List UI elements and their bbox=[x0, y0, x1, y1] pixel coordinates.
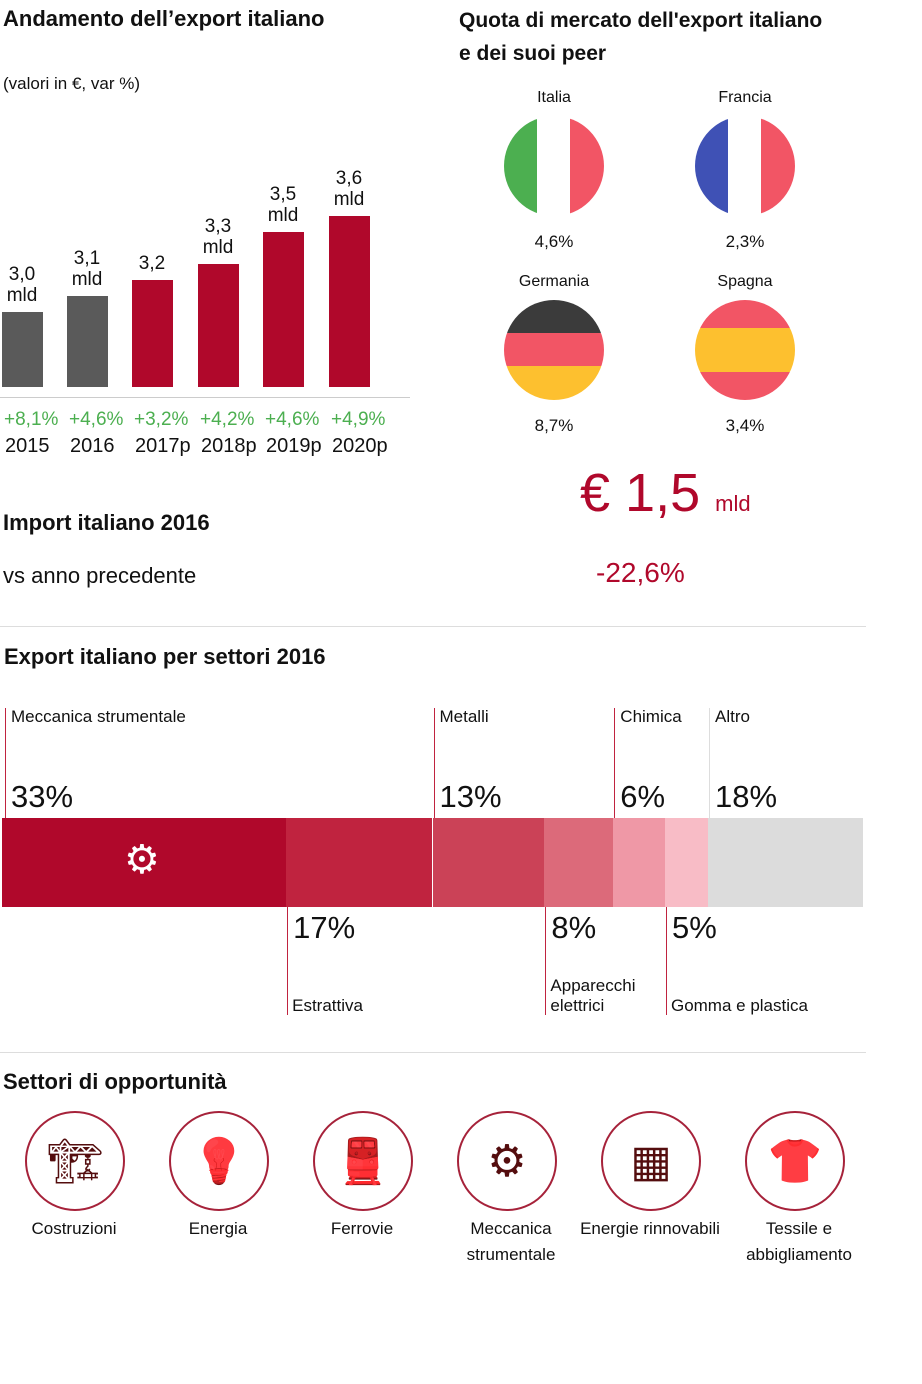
market-share-title: Quota di mercato dell'export italiano e … bbox=[459, 9, 823, 65]
year-label: 2016 bbox=[70, 435, 115, 457]
segment-name: Altro bbox=[715, 707, 750, 726]
bar-value-label: 3,3 mld bbox=[202, 215, 234, 258]
divider bbox=[0, 626, 866, 627]
bar-2016 bbox=[67, 295, 108, 387]
opportunity-0: 🏗 bbox=[25, 1111, 125, 1211]
segment-name: Metalli bbox=[439, 707, 489, 726]
import-title: Import italiano 2016 bbox=[3, 510, 210, 535]
sectors-title: Export italiano per settori 2016 bbox=[4, 644, 326, 669]
leader-line bbox=[545, 907, 547, 1015]
bar-2018p bbox=[198, 263, 239, 387]
bar-value-label: 3,1 mld bbox=[71, 247, 103, 290]
growth-label: +4,9% bbox=[331, 409, 386, 430]
bar-value-label: 3,5 mld bbox=[267, 183, 299, 226]
opportunity-label: Tessile e abbigliamento bbox=[746, 1219, 852, 1264]
year-label: 2020p bbox=[332, 435, 388, 457]
segment-name: Estrattiva bbox=[292, 996, 363, 1015]
gears-icon: ⚙ bbox=[487, 1136, 527, 1186]
opportunity-label: Meccanica strumentale bbox=[466, 1219, 556, 1264]
segment bbox=[544, 818, 614, 907]
segment-name: Gomma e plastica bbox=[670, 996, 808, 1015]
opportunity-2: 🚆 bbox=[313, 1111, 413, 1211]
bar-value-label: 3,6 mld bbox=[333, 167, 365, 210]
country-share: 8,7% bbox=[534, 416, 574, 435]
spain-flag-icon bbox=[695, 300, 795, 400]
growth-label: +8,1% bbox=[4, 409, 59, 430]
year-label: 2019p bbox=[266, 435, 322, 457]
axis-line bbox=[0, 397, 410, 398]
train-icon: 🚆 bbox=[335, 1137, 391, 1186]
leader-line bbox=[433, 708, 435, 818]
france-flag-icon bbox=[695, 116, 795, 216]
country-share: 4,6% bbox=[534, 232, 574, 251]
segment bbox=[432, 818, 545, 907]
growth-label: +3,2% bbox=[134, 409, 189, 430]
clothes-hanger-icon: 👕 bbox=[767, 1137, 823, 1186]
segment-percent: 18% bbox=[715, 779, 778, 814]
country-name: Germania bbox=[518, 273, 590, 290]
segment bbox=[664, 818, 709, 907]
segment-percent: 33% bbox=[11, 779, 74, 814]
country-share: 3,4% bbox=[725, 416, 765, 435]
bar-value-label: 3,2 bbox=[138, 252, 166, 274]
year-label: 2015 bbox=[5, 435, 50, 457]
bar-2015 bbox=[2, 311, 43, 387]
segment bbox=[286, 818, 433, 907]
year-label: 2017p bbox=[135, 435, 191, 457]
country-name: Italia bbox=[537, 89, 571, 106]
import-amount: € 1,5 mld bbox=[580, 462, 751, 524]
export-title: Andamento dell’export italiano bbox=[3, 6, 325, 31]
opportunity-label: Ferrovie bbox=[330, 1219, 394, 1238]
bar-2017p bbox=[132, 279, 173, 387]
opportunity-5: 👕 bbox=[745, 1111, 845, 1211]
country-name: Spagna bbox=[717, 273, 773, 290]
segment-name: Chimica bbox=[620, 707, 682, 726]
export-subtitle: (valori in €, var %) bbox=[3, 74, 140, 93]
segment-name: Apparecchi elettrici bbox=[550, 976, 636, 1015]
growth-label: +4,6% bbox=[69, 409, 124, 430]
year-label: 2018p bbox=[201, 435, 257, 457]
solar-panel-icon: ▦ bbox=[630, 1136, 672, 1186]
country-name: Francia bbox=[718, 89, 772, 106]
leader-line bbox=[665, 907, 667, 1015]
leader-line bbox=[614, 708, 616, 818]
opportunities-title: Settori di opportunità bbox=[3, 1069, 227, 1094]
segment-percent: 8% bbox=[551, 910, 597, 945]
leader-line bbox=[5, 708, 6, 818]
segment-percent: 6% bbox=[620, 779, 666, 814]
growth-label: +4,6% bbox=[265, 409, 320, 430]
opportunity-4: ▦ bbox=[601, 1111, 701, 1211]
segment-percent: 5% bbox=[671, 910, 717, 945]
italy-flag-icon bbox=[504, 116, 604, 216]
import-vs-label: vs anno precedente bbox=[3, 563, 197, 588]
segment bbox=[613, 818, 665, 907]
germany-flag-icon bbox=[504, 300, 604, 400]
segment bbox=[2, 818, 287, 907]
opportunity-label: Energia bbox=[188, 1219, 248, 1238]
bar-2019p bbox=[263, 231, 304, 387]
segment-name: Meccanica strumentale bbox=[11, 707, 186, 726]
growth-label: +4,2% bbox=[200, 409, 255, 430]
segment-percent: 17% bbox=[293, 910, 356, 945]
divider bbox=[0, 1052, 866, 1053]
segment-percent: 13% bbox=[439, 779, 502, 814]
gear-icon: ⚙ bbox=[124, 838, 160, 882]
crane-icon: 🏗 bbox=[47, 1137, 103, 1186]
leader-line bbox=[709, 708, 711, 818]
lightbulb-icon: 💡 bbox=[191, 1137, 247, 1186]
bar-2020p bbox=[329, 215, 370, 387]
opportunity-3: ⚙ bbox=[457, 1111, 557, 1211]
import-amount-value: € 1,5 bbox=[580, 463, 701, 523]
opportunity-label: Costruzioni bbox=[31, 1219, 117, 1238]
import-change: -22,6% bbox=[596, 557, 685, 588]
leader-line bbox=[287, 907, 289, 1015]
opportunity-1: 💡 bbox=[169, 1111, 269, 1211]
segment bbox=[708, 818, 863, 907]
bar-value-label: 3,0 mld bbox=[6, 263, 38, 306]
import-unit: mld bbox=[715, 491, 751, 516]
opportunity-label: Energie rinnovabili bbox=[580, 1219, 720, 1238]
country-share: 2,3% bbox=[725, 232, 765, 251]
